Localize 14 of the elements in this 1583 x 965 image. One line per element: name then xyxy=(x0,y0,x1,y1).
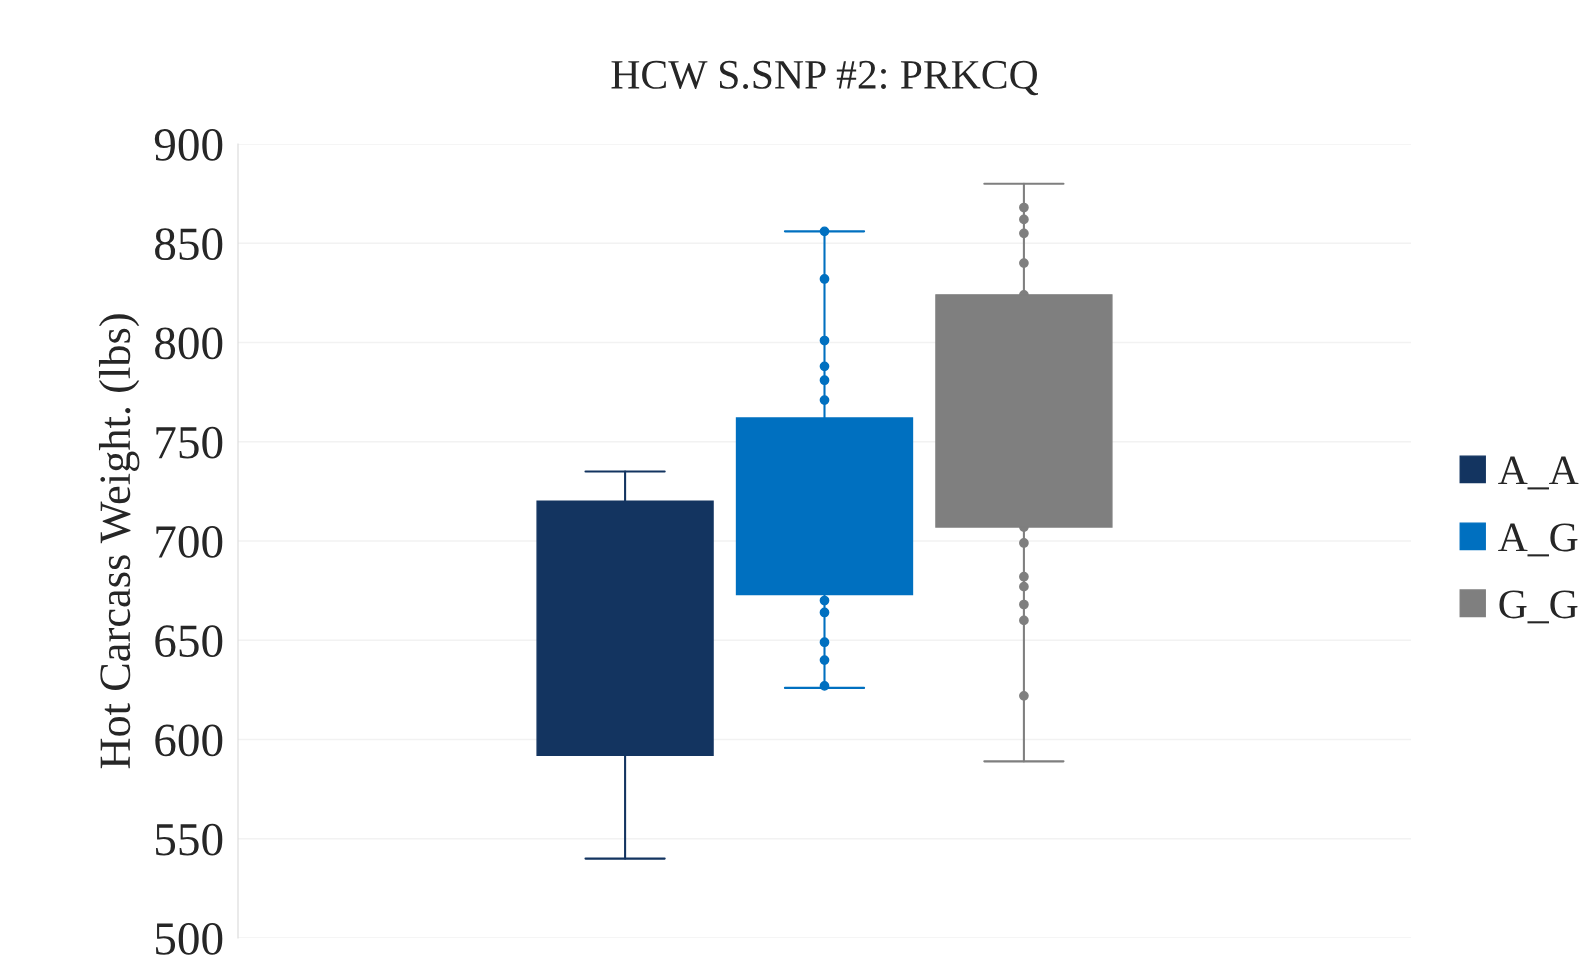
y-tick-label: 800 xyxy=(155,327,223,360)
legend-label: G_G xyxy=(1499,590,1578,624)
y-axis-title: Hot Carcass Weight. (lbs) xyxy=(98,314,140,769)
legend-label: A_G xyxy=(1498,523,1578,557)
y-tick-label: 850 xyxy=(155,228,223,261)
y-tick-label: 700 xyxy=(156,525,223,558)
y-tick-label: 550 xyxy=(156,823,223,856)
chart-title: HCW S.SNP #2: PRKCQ xyxy=(611,60,1038,96)
legend-label: A_A xyxy=(1498,456,1579,490)
y-tick-label: 900 xyxy=(154,128,223,161)
y-tick-label: 500 xyxy=(156,922,223,955)
y-tick-label: 600 xyxy=(155,724,223,757)
y-tick-label: 750 xyxy=(156,426,223,459)
y-tick-label: 650 xyxy=(155,625,223,658)
